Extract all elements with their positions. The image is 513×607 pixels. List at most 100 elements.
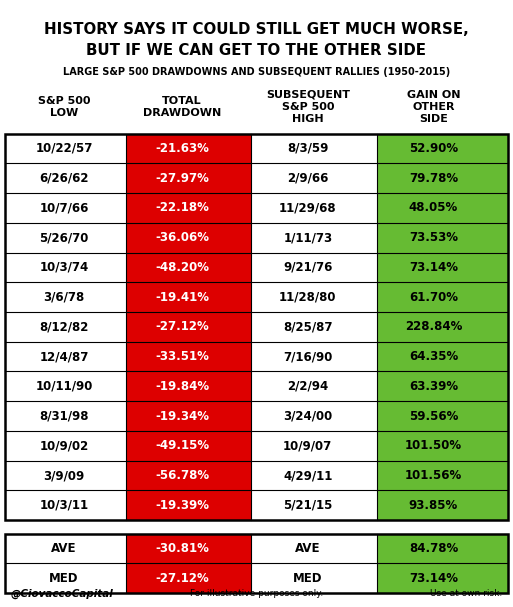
Bar: [377, 534, 508, 563]
Text: 101.50%: 101.50%: [405, 439, 462, 452]
Text: 52.90%: 52.90%: [409, 142, 458, 155]
Text: -27.12%: -27.12%: [155, 572, 209, 585]
Text: LARGE S&P 500 DRAWDOWNS AND SUBSEQUENT RALLIES (1950-2015): LARGE S&P 500 DRAWDOWNS AND SUBSEQUENT R…: [63, 67, 450, 76]
Bar: [126, 253, 251, 282]
Text: GAIN ON
OTHER
SIDE: GAIN ON OTHER SIDE: [407, 90, 460, 124]
Bar: [377, 163, 508, 193]
Text: -30.81%: -30.81%: [155, 542, 209, 555]
Text: 3/9/09: 3/9/09: [44, 469, 85, 482]
Text: MED: MED: [293, 572, 323, 585]
Text: 93.85%: 93.85%: [409, 499, 458, 512]
Text: -19.34%: -19.34%: [155, 410, 209, 422]
Text: -36.06%: -36.06%: [155, 231, 209, 244]
Text: HISTORY SAYS IT COULD STILL GET MUCH WORSE,: HISTORY SAYS IT COULD STILL GET MUCH WOR…: [44, 22, 469, 36]
Text: MED: MED: [49, 572, 79, 585]
Bar: [5, 534, 508, 593]
Text: 61.70%: 61.70%: [409, 291, 458, 304]
Bar: [126, 134, 251, 163]
Text: 73.53%: 73.53%: [409, 231, 458, 244]
Text: 10/9/07: 10/9/07: [283, 439, 332, 452]
Text: -19.39%: -19.39%: [155, 499, 209, 512]
Text: 2/9/66: 2/9/66: [287, 172, 328, 185]
Bar: [126, 401, 251, 431]
Bar: [126, 563, 251, 593]
Text: TOTAL
DRAWDOWN: TOTAL DRAWDOWN: [143, 96, 221, 118]
Text: 1/11/73: 1/11/73: [283, 231, 332, 244]
Text: 79.78%: 79.78%: [409, 172, 458, 185]
Bar: [377, 461, 508, 490]
Text: S&P 500
LOW: S&P 500 LOW: [38, 96, 90, 118]
Text: 5/26/70: 5/26/70: [40, 231, 89, 244]
Text: For illustrative purposes only.: For illustrative purposes only.: [190, 589, 323, 598]
Text: 4/29/11: 4/29/11: [283, 469, 332, 482]
Bar: [126, 431, 251, 461]
Text: 9/21/76: 9/21/76: [283, 261, 332, 274]
Bar: [126, 223, 251, 253]
Text: 10/7/66: 10/7/66: [40, 202, 89, 214]
Text: 63.39%: 63.39%: [409, 380, 458, 393]
Bar: [126, 534, 251, 563]
Text: 6/26/62: 6/26/62: [40, 172, 89, 185]
Text: -33.51%: -33.51%: [155, 350, 209, 363]
Bar: [377, 312, 508, 342]
Text: BUT IF WE CAN GET TO THE OTHER SIDE: BUT IF WE CAN GET TO THE OTHER SIDE: [87, 44, 426, 58]
Text: -21.63%: -21.63%: [155, 142, 209, 155]
Bar: [377, 371, 508, 401]
Text: 8/12/82: 8/12/82: [40, 320, 89, 333]
Text: 3/6/78: 3/6/78: [44, 291, 85, 304]
Text: -56.78%: -56.78%: [155, 469, 209, 482]
Text: @CiovaccoCapital: @CiovaccoCapital: [10, 589, 113, 599]
Text: 10/3/74: 10/3/74: [40, 261, 89, 274]
Text: 8/31/98: 8/31/98: [40, 410, 89, 422]
Text: 59.56%: 59.56%: [409, 410, 458, 422]
Text: -22.18%: -22.18%: [155, 202, 209, 214]
Text: -19.41%: -19.41%: [155, 291, 209, 304]
Text: 64.35%: 64.35%: [409, 350, 458, 363]
Text: 228.84%: 228.84%: [405, 320, 462, 333]
Bar: [126, 163, 251, 193]
Bar: [377, 134, 508, 163]
Bar: [126, 282, 251, 312]
Text: AVE: AVE: [295, 542, 321, 555]
Bar: [377, 253, 508, 282]
Text: 11/28/80: 11/28/80: [279, 291, 337, 304]
Text: SUBSEQUENT
S&P 500
HIGH: SUBSEQUENT S&P 500 HIGH: [266, 90, 350, 124]
Bar: [126, 342, 251, 371]
Bar: [377, 193, 508, 223]
Text: 73.14%: 73.14%: [409, 261, 458, 274]
Text: 2/2/94: 2/2/94: [287, 380, 328, 393]
Text: 8/25/87: 8/25/87: [283, 320, 332, 333]
Text: 10/11/90: 10/11/90: [35, 380, 93, 393]
Text: 10/3/11: 10/3/11: [40, 499, 89, 512]
Text: -27.97%: -27.97%: [155, 172, 209, 185]
Bar: [126, 193, 251, 223]
Bar: [126, 312, 251, 342]
Bar: [126, 371, 251, 401]
Bar: [377, 431, 508, 461]
Text: 10/9/02: 10/9/02: [40, 439, 89, 452]
Text: -27.12%: -27.12%: [155, 320, 209, 333]
Text: -49.15%: -49.15%: [155, 439, 209, 452]
Text: 10/22/57: 10/22/57: [35, 142, 93, 155]
Bar: [377, 223, 508, 253]
Text: 8/3/59: 8/3/59: [287, 142, 328, 155]
Text: 11/29/68: 11/29/68: [279, 202, 337, 214]
Text: AVE: AVE: [51, 542, 77, 555]
Text: -48.20%: -48.20%: [155, 261, 209, 274]
Text: 73.14%: 73.14%: [409, 572, 458, 585]
Bar: [377, 282, 508, 312]
Text: Use at own risk.: Use at own risk.: [430, 589, 503, 598]
Bar: [126, 461, 251, 490]
Text: 3/24/00: 3/24/00: [283, 410, 332, 422]
Text: 84.78%: 84.78%: [409, 542, 458, 555]
Bar: [377, 490, 508, 520]
Bar: [377, 563, 508, 593]
Text: 101.56%: 101.56%: [405, 469, 462, 482]
Text: 12/4/87: 12/4/87: [40, 350, 89, 363]
Bar: [377, 342, 508, 371]
Bar: [377, 401, 508, 431]
Text: 7/16/90: 7/16/90: [283, 350, 332, 363]
Bar: [5, 134, 508, 520]
Text: 5/21/15: 5/21/15: [283, 499, 332, 512]
Text: 48.05%: 48.05%: [409, 202, 458, 214]
